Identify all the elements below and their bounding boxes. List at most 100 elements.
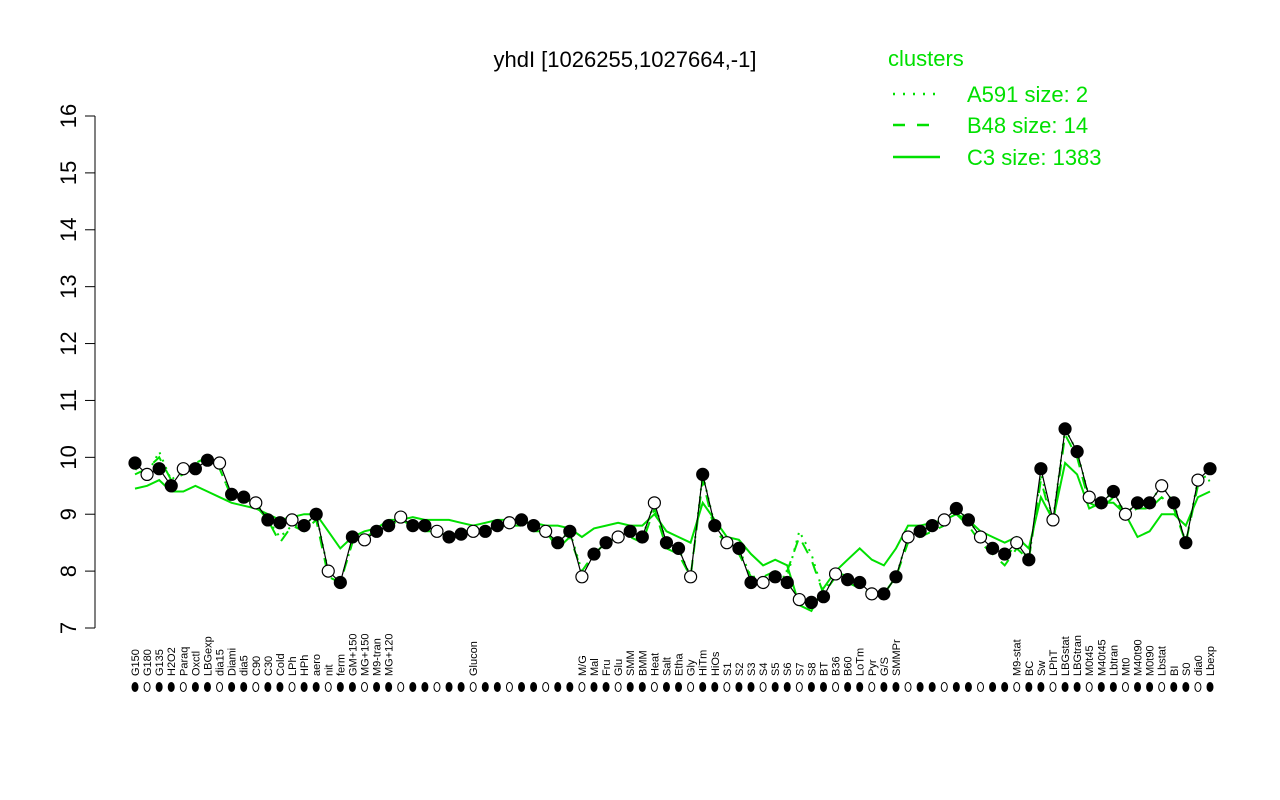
rug-mark bbox=[602, 682, 610, 692]
data-point bbox=[744, 575, 758, 590]
data-point bbox=[599, 536, 613, 550]
rug-mark bbox=[264, 682, 272, 692]
data-point bbox=[369, 524, 384, 538]
rug-mark bbox=[940, 682, 948, 692]
rug-mark bbox=[493, 682, 501, 692]
rug-mark bbox=[179, 682, 187, 692]
data-point bbox=[442, 530, 456, 544]
y-tick-label: 11 bbox=[56, 389, 81, 412]
x-tick-label: M40t45 bbox=[1096, 639, 1108, 676]
data-point bbox=[973, 530, 988, 544]
data-point bbox=[635, 530, 649, 544]
x-tick-label: Sw bbox=[1036, 661, 1048, 676]
data-point bbox=[816, 590, 831, 604]
data-point bbox=[526, 518, 541, 533]
data-points bbox=[128, 422, 1217, 610]
rug-mark bbox=[1206, 682, 1214, 692]
x-tick-label: Oxctl bbox=[190, 651, 202, 676]
rug-mark bbox=[832, 682, 840, 692]
data-point bbox=[623, 524, 637, 538]
rug-mark bbox=[590, 682, 598, 692]
x-tick-label: Gly bbox=[686, 659, 698, 676]
rug-mark bbox=[1121, 682, 1129, 692]
rug-mark bbox=[675, 682, 683, 692]
x-tick-label: B60 bbox=[843, 656, 855, 676]
data-point bbox=[1167, 496, 1181, 510]
rug-mark bbox=[240, 682, 248, 692]
data-point bbox=[732, 541, 746, 555]
data-point bbox=[225, 487, 239, 501]
x-tick-label: Diami bbox=[227, 648, 239, 676]
x-tick-label: S0 bbox=[1181, 663, 1193, 676]
x-tick-label: Glucon bbox=[468, 641, 480, 676]
rug-mark bbox=[252, 682, 260, 692]
cluster-line-b48 bbox=[134, 431, 1211, 597]
data-point bbox=[490, 518, 504, 533]
x-tick-label: Lbstat bbox=[1157, 646, 1169, 676]
x-tick-label: HPh bbox=[299, 655, 311, 676]
rug-mark bbox=[578, 682, 586, 692]
data-point bbox=[212, 456, 227, 470]
x-tick-label: G180 bbox=[142, 649, 154, 676]
rug-mark bbox=[143, 682, 151, 692]
rug-mark bbox=[457, 682, 465, 692]
data-point bbox=[1118, 507, 1133, 521]
rug-mark bbox=[312, 682, 320, 692]
data-point bbox=[828, 567, 843, 581]
data-point bbox=[696, 467, 710, 481]
legend-entry-a591: A591 size: 2 bbox=[967, 82, 1088, 107]
rug-mark bbox=[735, 682, 743, 692]
rug-mark bbox=[1025, 682, 1033, 692]
data-point bbox=[200, 453, 215, 467]
x-tick-label: LPhT bbox=[1048, 649, 1060, 676]
data-point bbox=[1155, 479, 1169, 493]
rug-mark bbox=[844, 682, 852, 692]
data-point bbox=[418, 518, 432, 533]
y-tick-label: 16 bbox=[56, 104, 81, 128]
data-point bbox=[659, 536, 674, 550]
rug-mark bbox=[916, 682, 924, 692]
x-tick-label: Heat bbox=[649, 653, 661, 676]
data-point bbox=[1203, 462, 1217, 476]
rug-mark bbox=[216, 682, 224, 692]
x-tick-label: G150 bbox=[130, 649, 142, 676]
x-tick-label: HiTm bbox=[698, 650, 710, 676]
x-tick-label: dia5 bbox=[239, 655, 251, 676]
data-point bbox=[720, 536, 734, 550]
data-point bbox=[901, 530, 915, 544]
x-tick-label: Lbtran bbox=[1108, 645, 1120, 676]
x-tick-label: LBGexp bbox=[202, 636, 214, 676]
x-tick-label: MG+150 bbox=[359, 634, 371, 677]
data-point bbox=[551, 536, 565, 550]
x-tick-label: nit bbox=[323, 664, 335, 676]
x-tick-label: B36 bbox=[831, 656, 843, 676]
y-tick-label: 7 bbox=[56, 622, 81, 634]
x-tick-label: BMM bbox=[637, 650, 649, 676]
data-point bbox=[1022, 553, 1036, 567]
x-tick-label: M40t90 bbox=[1133, 639, 1145, 676]
x-axis-labels: G150 G180 G135 H2O2 Paraq Oxctl LBGexp dia15 Dia… bbox=[130, 634, 1217, 677]
x-tick-label: S2 bbox=[734, 663, 746, 676]
data-point bbox=[176, 462, 190, 476]
legend-entry-b48: B48 size: 14 bbox=[967, 113, 1088, 138]
rug-mark bbox=[1001, 682, 1009, 692]
rug-mark bbox=[638, 682, 646, 692]
rug-mark bbox=[288, 682, 296, 692]
rug-mark bbox=[856, 682, 864, 692]
y-tick-label: 9 bbox=[56, 508, 81, 520]
data-point bbox=[575, 570, 589, 584]
rug-mark bbox=[699, 682, 707, 692]
x-tick-label: G135 bbox=[154, 649, 166, 676]
x-tick-label: dia15 bbox=[215, 649, 227, 676]
rug-mark bbox=[397, 682, 405, 692]
data-point bbox=[502, 516, 517, 530]
data-point bbox=[454, 527, 468, 541]
data-point bbox=[1179, 536, 1193, 550]
x-tick-label: dia0 bbox=[1193, 655, 1205, 676]
x-tick-label: LBGtran bbox=[1072, 635, 1084, 676]
rug-mark bbox=[1109, 682, 1117, 692]
rug-mark bbox=[228, 682, 236, 692]
data-point bbox=[1191, 473, 1205, 487]
x-tick-label: M/G bbox=[577, 655, 589, 676]
x-tick-label: LoTm bbox=[855, 648, 867, 676]
